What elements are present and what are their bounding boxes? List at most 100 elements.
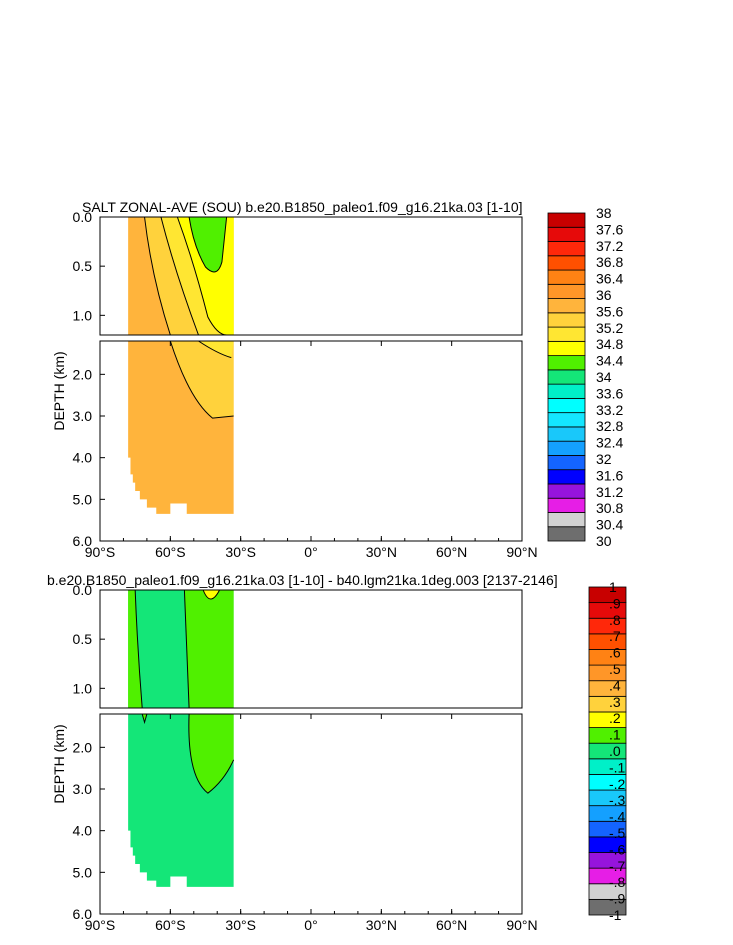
colorbar-label: -.5 bbox=[609, 825, 626, 841]
x-tick-label: 0° bbox=[304, 544, 317, 560]
colorbar-label: -.1 bbox=[609, 759, 626, 775]
colorbar-label: 37.6 bbox=[596, 221, 623, 237]
colorbar-box bbox=[547, 512, 586, 528]
y-axis-label: DEPTH (km) bbox=[51, 351, 67, 430]
y-tick-label: 2.0 bbox=[73, 739, 93, 755]
colorbar-label: 35.6 bbox=[596, 303, 623, 319]
contour-line-lower-0 bbox=[169, 340, 234, 419]
colorbar-label: -.2 bbox=[609, 776, 626, 792]
contour-fill-35.2-lower bbox=[198, 341, 234, 358]
contour-fill-pos-upper bbox=[184, 590, 234, 708]
contour-line-upper-3 bbox=[188, 216, 228, 273]
y-tick-label: 2.0 bbox=[73, 366, 93, 382]
colorbar-box bbox=[547, 483, 586, 499]
colorbar-box bbox=[547, 340, 586, 357]
colorbar-label: 38 bbox=[596, 205, 612, 221]
chart-title: SALT ZONAL-AVE (SOU) b.e20.B1850_paleo1.… bbox=[82, 199, 523, 215]
x-tick-label: 60°S bbox=[155, 917, 186, 933]
x-tick-label: 0° bbox=[304, 917, 317, 933]
colorbar-label: 30.4 bbox=[596, 517, 623, 533]
chart-1 bbox=[99, 212, 586, 542]
x-tick-label: 60°N bbox=[436, 917, 467, 933]
x-tick-label: 30°N bbox=[366, 917, 397, 933]
colorbar-box bbox=[547, 355, 586, 371]
contour-line-upper-1 bbox=[160, 216, 199, 336]
colorbar-box bbox=[547, 326, 586, 342]
colorbar-label: .3 bbox=[609, 694, 621, 710]
colorbar-label: 34 bbox=[596, 369, 612, 385]
y-tick-label: 3.0 bbox=[73, 781, 93, 797]
x-tick-label: 90°N bbox=[506, 544, 537, 560]
contour-line-zero-west-upper bbox=[134, 589, 143, 709]
colorbar-label: 32 bbox=[596, 451, 612, 467]
colorbar-label: .5 bbox=[609, 661, 621, 677]
colorbar-label: 31.2 bbox=[596, 484, 623, 500]
colorbar-box bbox=[547, 383, 586, 399]
colorbar-label: 34.4 bbox=[596, 353, 623, 369]
colorbar-label: 32.8 bbox=[596, 418, 623, 434]
x-tick-label: 30°N bbox=[366, 544, 397, 560]
colorbar-label: 35.2 bbox=[596, 320, 623, 336]
x-tick-label: 90°S bbox=[85, 917, 116, 933]
colorbar-box bbox=[547, 412, 586, 428]
colorbar-box bbox=[547, 212, 586, 228]
contour-line-upper-2 bbox=[176, 216, 227, 336]
colorbar-label: .7 bbox=[609, 628, 621, 644]
colorbar-box bbox=[547, 369, 586, 385]
colorbar-label: -.3 bbox=[609, 792, 626, 808]
colorbar-label: -.9 bbox=[609, 891, 626, 907]
colorbar-label: -.6 bbox=[609, 841, 626, 857]
colorbar-label: 33.6 bbox=[596, 385, 623, 401]
colorbar-label: -1 bbox=[609, 907, 622, 923]
contour-fill-pos-lower bbox=[188, 714, 234, 794]
colorbar-label: .2 bbox=[609, 710, 621, 726]
colorbar-label: 36.8 bbox=[596, 254, 623, 270]
contour-fill-34.4-upper bbox=[189, 217, 227, 272]
x-tick-label: 90°S bbox=[85, 544, 116, 560]
colorbar-label: 30.8 bbox=[596, 500, 623, 516]
y-tick-label: 0.0 bbox=[73, 582, 93, 598]
colorbar-label: 1 bbox=[609, 579, 617, 595]
contour-line-upper-0 bbox=[144, 216, 171, 336]
colorbar-box bbox=[547, 440, 586, 456]
colorbar-label: 36.4 bbox=[596, 271, 623, 287]
colorbar-label: 34.8 bbox=[596, 336, 623, 352]
contour-fill-35.6-lower bbox=[170, 341, 234, 419]
colorbar-box bbox=[547, 455, 586, 471]
x-tick-label: 30°S bbox=[225, 917, 256, 933]
y-tick-label: 5.0 bbox=[73, 864, 93, 880]
colorbar-label: .0 bbox=[609, 743, 621, 759]
upper-panel-frame bbox=[99, 216, 523, 336]
colorbar-label: .8 bbox=[609, 612, 621, 628]
colorbar-label: 30 bbox=[596, 533, 612, 549]
colorbar-label: 32.4 bbox=[596, 435, 623, 451]
colorbar-label: 31.6 bbox=[596, 467, 623, 483]
contour-fill-pos-west-upper bbox=[128, 590, 143, 708]
colorbar-label: .6 bbox=[609, 645, 621, 661]
x-tick-label: 30°S bbox=[225, 544, 256, 560]
y-tick-label: 3.0 bbox=[73, 408, 93, 424]
colorbar-box bbox=[547, 255, 586, 271]
colorbar-box bbox=[547, 269, 586, 285]
y-tick-label: 6.0 bbox=[73, 906, 93, 922]
contour-line-0.1-upper bbox=[202, 589, 221, 600]
colorbar-label: .9 bbox=[609, 595, 621, 611]
chart-title: b.e20.B1850_paleo1.f09_g16.21ka.03 [1-10… bbox=[47, 572, 558, 588]
colorbar-label: 36 bbox=[596, 287, 612, 303]
colorbar-box bbox=[547, 283, 586, 299]
x-tick-label: 60°N bbox=[436, 544, 467, 560]
colorbar-box bbox=[547, 497, 586, 513]
contour-line-zero-upper bbox=[183, 589, 190, 709]
colorbar-label: -.8 bbox=[609, 874, 626, 890]
x-tick-label: 60°S bbox=[155, 544, 186, 560]
contour-line-zero-lower bbox=[188, 713, 235, 794]
y-tick-label: 1.0 bbox=[73, 680, 93, 696]
chart-2 bbox=[99, 586, 627, 916]
x-tick-label: 90°N bbox=[506, 917, 537, 933]
upper-panel-frame bbox=[99, 589, 523, 709]
colorbar-box bbox=[547, 226, 586, 242]
colorbar-box bbox=[547, 526, 586, 542]
y-tick-label: 0.0 bbox=[73, 209, 93, 225]
colorbar-box bbox=[588, 586, 627, 604]
y-tick-label: 5.0 bbox=[73, 491, 93, 507]
